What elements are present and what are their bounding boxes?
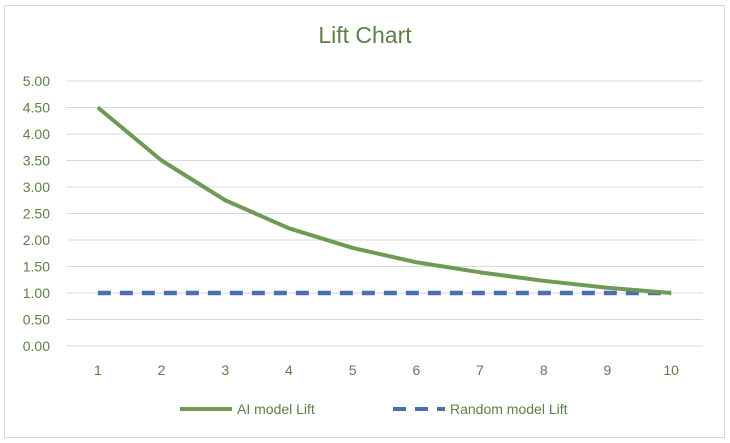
x-tick-label: 6: [412, 362, 420, 378]
y-tick-label: 4.50: [23, 100, 50, 116]
legend: AI model Lift Random model Lift: [180, 401, 568, 417]
x-tick-label: 2: [158, 362, 166, 378]
x-tick-label: 10: [663, 362, 679, 378]
y-tick-label: 1.50: [23, 259, 50, 275]
gridlines: [66, 80, 703, 347]
x-tick-label: 7: [476, 362, 484, 378]
x-axis-ticks: 1 2 3 4 5 6 7 8 9 10: [94, 362, 679, 378]
x-tick-label: 8: [540, 362, 548, 378]
y-tick-label: 1.00: [23, 285, 50, 301]
chart-title: Lift Chart: [318, 22, 412, 48]
y-tick-label: 3.50: [23, 153, 50, 169]
y-axis-ticks: 0.00 0.50 1.00 1.50 2.00 2.50 3.00 3.50 4.00 4.50…: [23, 73, 50, 354]
legend-label: Random model Lift: [450, 401, 568, 417]
x-tick-label: 9: [604, 362, 612, 378]
x-tick-label: 3: [221, 362, 229, 378]
chart-frame: [4, 5, 725, 438]
y-tick-label: 4.00: [23, 126, 50, 142]
x-tick-label: 1: [94, 362, 102, 378]
y-tick-label: 3.00: [23, 179, 50, 195]
x-tick-label: 4: [285, 362, 293, 378]
series-lines: [96, 105, 672, 296]
y-tick-label: 0.50: [23, 312, 50, 328]
legend-label: AI model Lift: [237, 401, 315, 417]
y-tick-label: 0.00: [23, 338, 50, 354]
x-tick-label: 5: [349, 362, 357, 378]
y-tick-label: 2.50: [23, 206, 50, 222]
series-line: [96, 105, 672, 295]
y-tick-label: 2.00: [23, 232, 50, 248]
y-tick-label: 5.00: [23, 73, 50, 89]
